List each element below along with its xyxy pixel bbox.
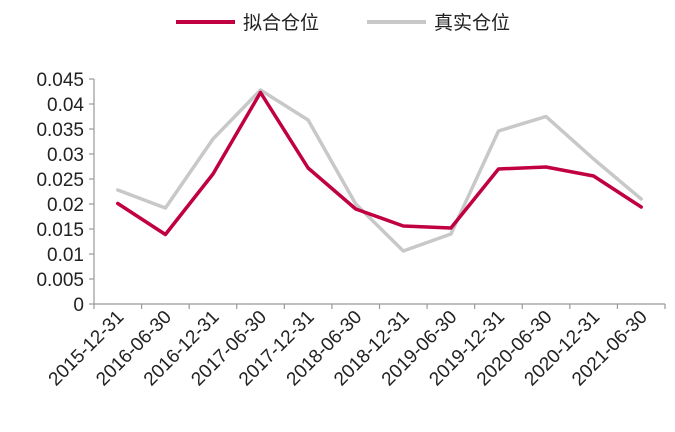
legend-label-1: 真实仓位	[434, 12, 510, 34]
y-tick-label: 0.03	[47, 145, 84, 166]
y-tick-label: 0.02	[47, 195, 84, 216]
y-tick-label: 0.045	[36, 70, 84, 91]
y-tick-label: 0.025	[36, 170, 84, 191]
y-tick-label: 0.035	[36, 120, 84, 141]
legend-label-0: 拟合仓位	[243, 12, 319, 34]
series-group	[116, 88, 643, 253]
y-tick-label: 0.04	[47, 95, 84, 116]
axes: 0 0.005 0.01 0.015 0.02 0.025 0.03 0.035 0.04 0.0…	[36, 70, 666, 390]
series-line-1	[116, 88, 643, 253]
y-tick-label: 0.015	[36, 220, 84, 241]
y-tick-label: 0.005	[36, 270, 84, 291]
legend: 拟合仓位 真实仓位	[176, 12, 510, 34]
series-line-0	[116, 90, 643, 237]
y-tick-label: 0	[73, 295, 84, 316]
y-tick-label: 0.01	[47, 245, 84, 266]
